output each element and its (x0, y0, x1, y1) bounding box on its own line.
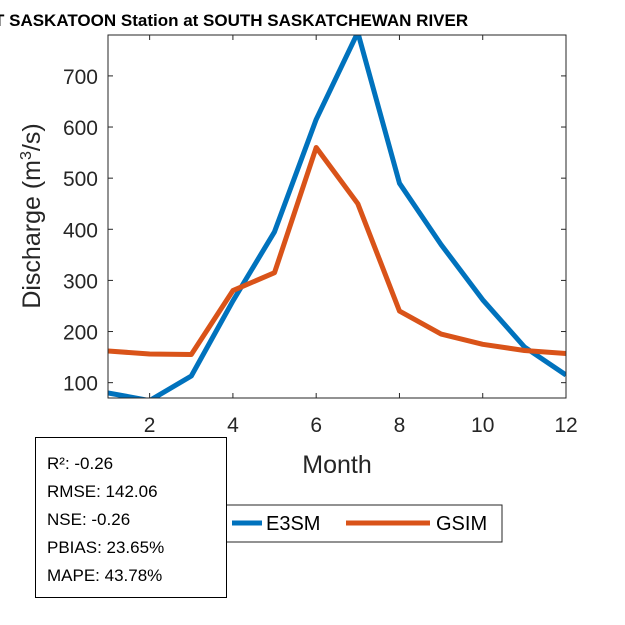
stats-box: R²: -0.26 RMSE: 142.06 NSE: -0.26 PBIAS:… (35, 437, 227, 598)
y-tick-label: 300 (63, 270, 98, 293)
stat-mape: MAPE: 43.78% (47, 566, 163, 585)
series-line-gsim (108, 145, 566, 357)
y-tick-label: 500 (63, 168, 98, 191)
y-axis-label-end: /s) (18, 123, 46, 151)
y-tick-label: 600 (63, 117, 98, 140)
series-layer (108, 35, 566, 398)
x-tick-label: 2 (144, 414, 156, 437)
series-line-e3sm (108, 35, 566, 398)
legend-label-e3sm: E3SM (266, 513, 320, 535)
y-axis-ticks: 100 200 300 400 500 600 700 (63, 66, 566, 396)
y-axis-label-main: Discharge (m (18, 160, 46, 309)
stat-rmse: RMSE: 142.06 (47, 482, 158, 501)
chart-title: T SASKATOON Station at SOUTH SASKATCHEWA… (0, 11, 468, 30)
x-tick-label: 6 (310, 414, 322, 437)
y-tick-label: 200 (63, 322, 98, 345)
plot-frame (107, 34, 567, 399)
y-axis-label-sup: 3 (18, 151, 35, 160)
x-axis-label: Month (302, 451, 371, 479)
y-tick-label: 400 (63, 219, 98, 242)
x-tick-label: 10 (471, 414, 494, 437)
stat-nse: NSE: -0.26 (47, 510, 131, 529)
stat-r2: R²: -0.26 (47, 454, 114, 473)
legend: E3SM GSIM (223, 504, 503, 543)
legend-label-gsim: GSIM (436, 513, 487, 535)
x-tick-label: 4 (227, 414, 239, 437)
y-axis-label: Discharge (m3/s) (18, 123, 46, 308)
x-tick-label: 8 (394, 414, 406, 437)
stat-pbias: PBIAS: 23.65% (47, 538, 165, 557)
x-tick-label: 12 (554, 414, 577, 437)
y-tick-label: 700 (63, 66, 98, 89)
y-tick-label: 100 (63, 373, 98, 396)
x-axis-ticks: 2 4 6 8 10 12 (144, 35, 578, 437)
